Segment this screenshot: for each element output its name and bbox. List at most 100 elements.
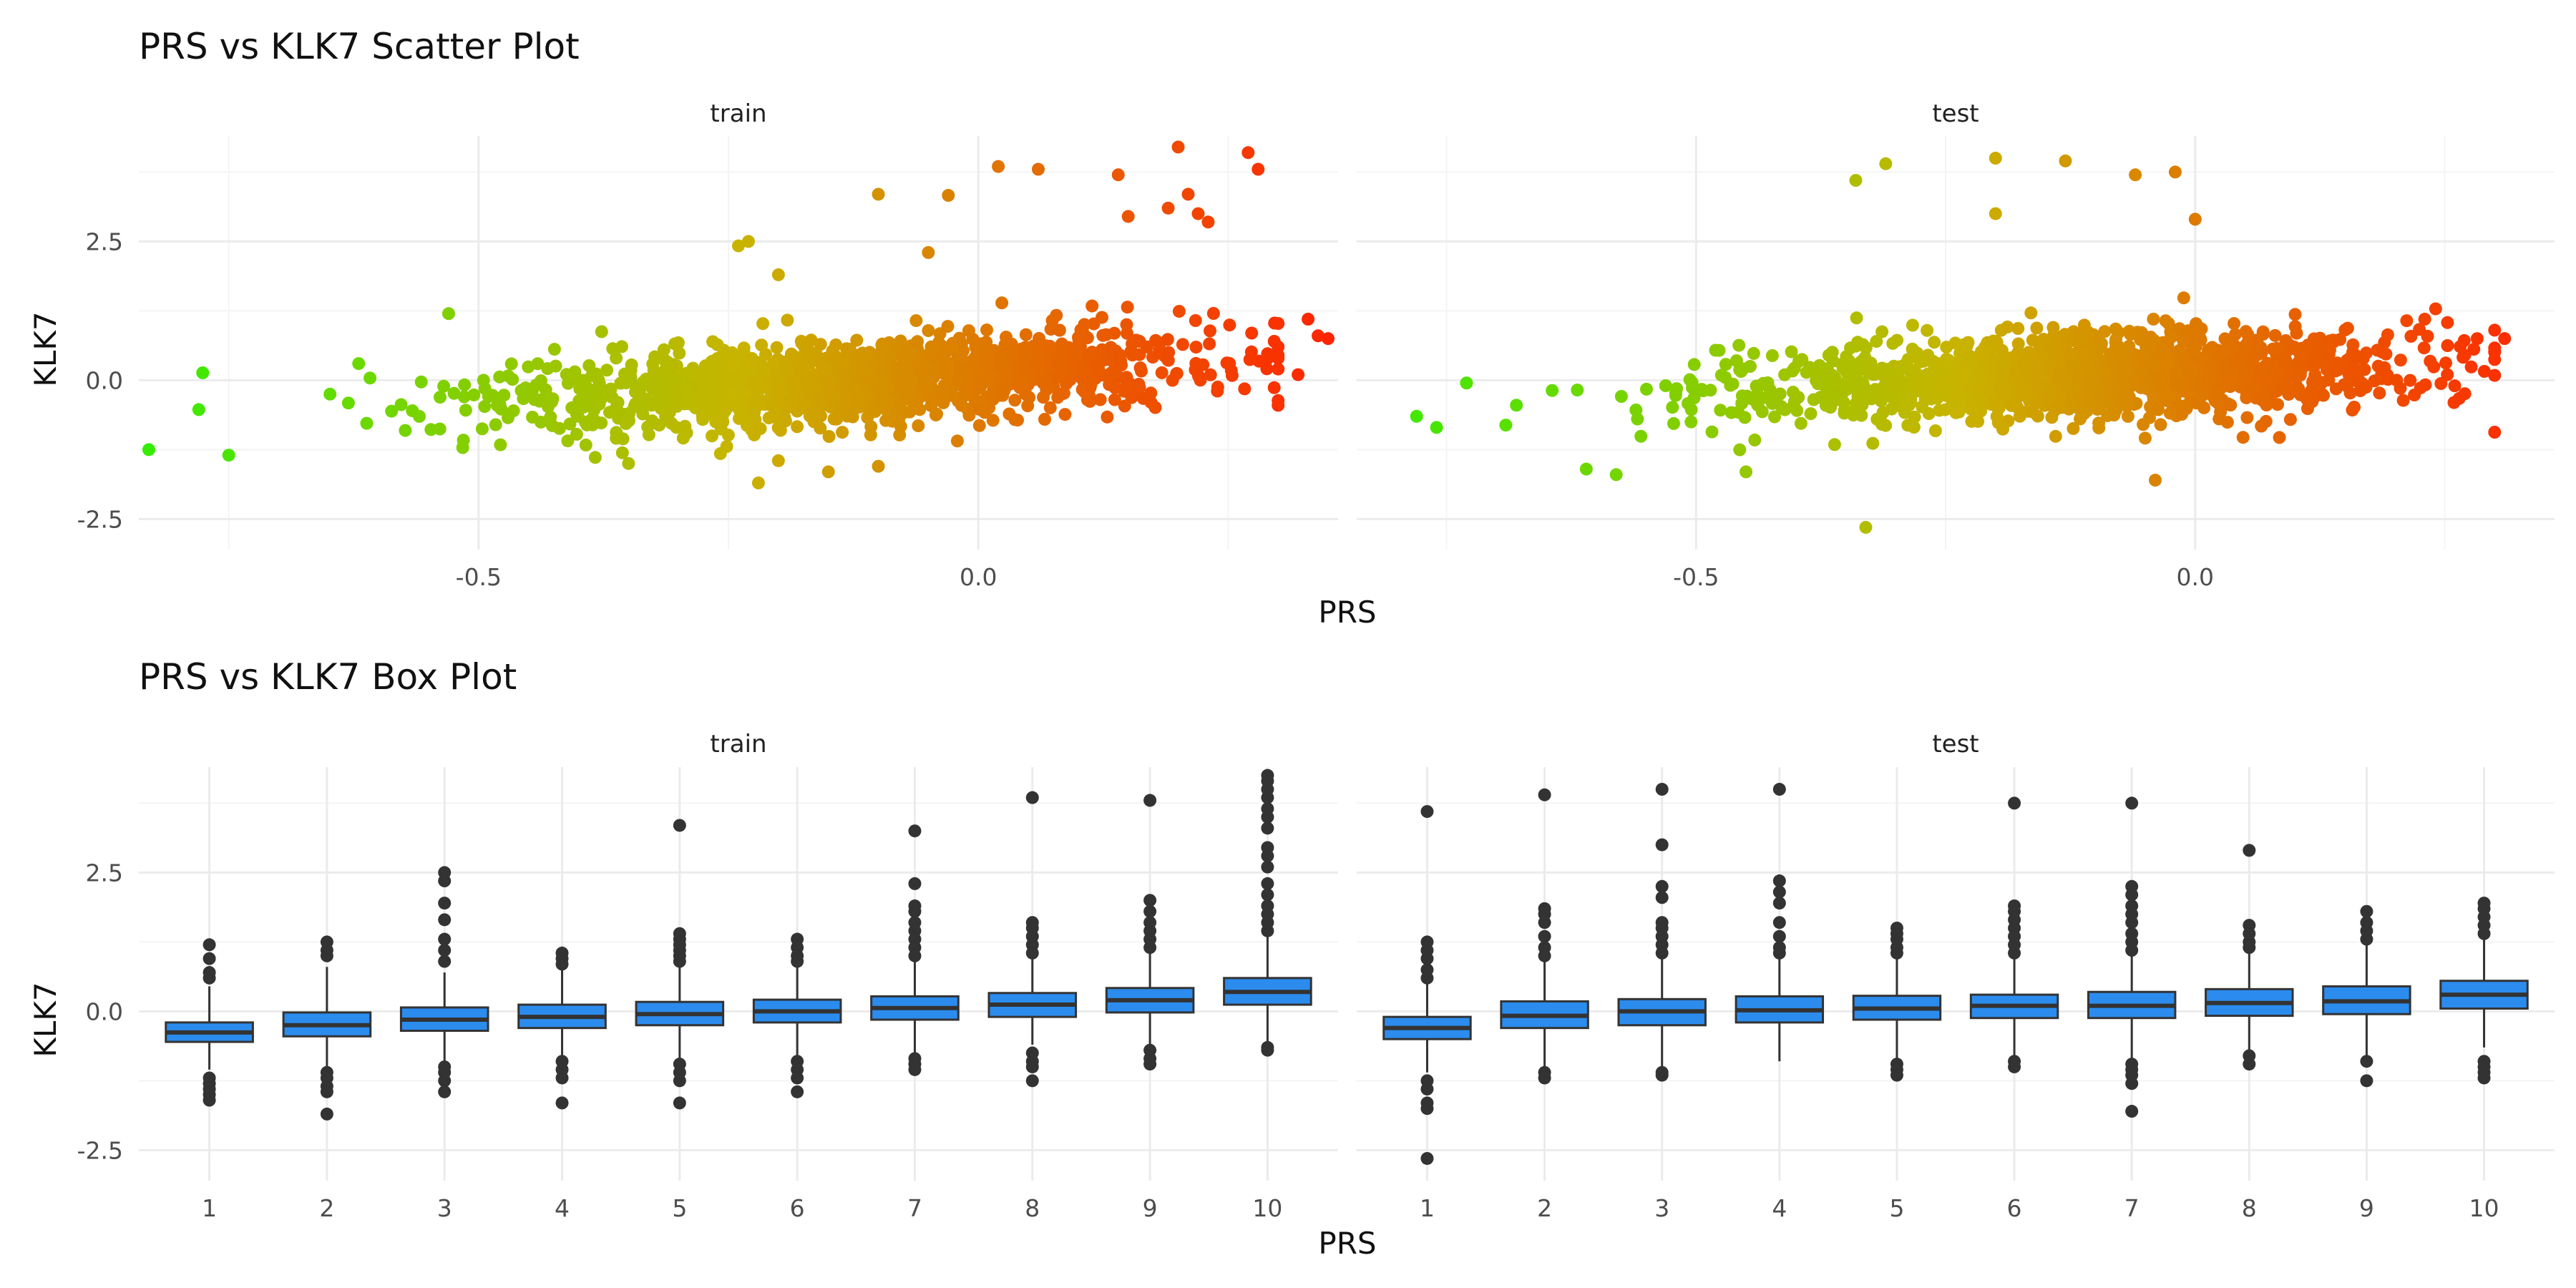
scatter-point bbox=[1272, 317, 1285, 330]
scatter-point bbox=[1074, 359, 1088, 373]
scatter-point bbox=[611, 396, 625, 409]
scatter-point-outlier bbox=[1430, 421, 1443, 434]
scatter-point bbox=[993, 350, 1007, 364]
scatter-point bbox=[2379, 347, 2393, 361]
box-outlier bbox=[438, 955, 452, 968]
x-tick-label: -0.5 bbox=[1673, 563, 1719, 591]
box-y-axis-label: KLK7 bbox=[28, 982, 63, 1057]
scatter-point bbox=[1948, 336, 1962, 350]
scatter-point bbox=[2098, 325, 2112, 338]
scatter-point-outlier bbox=[222, 449, 235, 462]
scatter-point bbox=[784, 347, 798, 361]
scatter-point bbox=[843, 358, 857, 372]
scatter-point bbox=[701, 407, 714, 421]
scatter-point bbox=[1850, 311, 1863, 325]
scatter-point bbox=[2441, 368, 2454, 381]
scatter-point bbox=[192, 403, 205, 416]
box-outlier bbox=[1261, 877, 1274, 890]
box-outlier bbox=[203, 952, 216, 965]
scatter-point bbox=[1971, 385, 1984, 399]
box-outlier bbox=[1655, 916, 1669, 930]
scatter-point-outlier bbox=[732, 239, 745, 253]
scatter-point bbox=[1908, 410, 1921, 424]
scatter-point bbox=[477, 374, 490, 387]
scatter-point bbox=[1687, 358, 1701, 371]
scatter-point bbox=[962, 409, 976, 422]
x-tick-label: 10 bbox=[2469, 1194, 2499, 1222]
scatter-point bbox=[2102, 394, 2116, 408]
scatter-point bbox=[2255, 419, 2268, 433]
scatter-point bbox=[2266, 342, 2280, 356]
scatter-point bbox=[806, 379, 820, 392]
scatter-point bbox=[1684, 403, 1698, 416]
box-outlier bbox=[1420, 935, 1434, 949]
scatter-point bbox=[1081, 374, 1095, 388]
scatter-point bbox=[941, 320, 955, 333]
scatter-point bbox=[522, 360, 535, 374]
box-outlier bbox=[1143, 794, 1157, 807]
scatter-facet-test-label: test bbox=[1932, 99, 1979, 128]
scatter-point bbox=[1818, 379, 1832, 393]
box-outlier bbox=[2008, 899, 2021, 912]
scatter-point bbox=[1099, 328, 1113, 341]
scatter-point bbox=[920, 383, 934, 396]
scatter-point bbox=[911, 335, 924, 348]
scatter-point bbox=[670, 359, 683, 373]
box-outlier bbox=[1420, 1082, 1434, 1096]
scatter-point bbox=[836, 426, 849, 439]
scatter-point bbox=[2441, 339, 2454, 352]
scatter-point bbox=[1736, 362, 1750, 376]
scatter-point bbox=[1866, 436, 1880, 450]
scatter-point bbox=[2119, 379, 2132, 391]
scatter-point bbox=[2114, 347, 2127, 361]
scatter-point bbox=[706, 429, 718, 443]
scatter-point bbox=[1748, 433, 1762, 447]
scatter-point bbox=[1272, 362, 1285, 376]
scatter-point bbox=[2147, 313, 2160, 326]
scatter-point bbox=[2077, 318, 2091, 332]
scatter-point bbox=[1631, 412, 1644, 426]
scatter-point bbox=[579, 438, 592, 452]
x-tick-label: 10 bbox=[1252, 1194, 1282, 1222]
scatter-point bbox=[2153, 348, 2167, 362]
box-outlier bbox=[1261, 860, 1274, 874]
y-tick-label: 2.5 bbox=[86, 859, 123, 887]
scatter-point bbox=[909, 314, 923, 328]
scatter-point bbox=[2194, 333, 2207, 347]
scatter-point bbox=[1916, 400, 1929, 414]
scatter-point bbox=[1056, 387, 1070, 401]
box-outlier bbox=[438, 913, 452, 927]
scatter-point bbox=[846, 410, 859, 424]
scatter-point bbox=[904, 391, 917, 404]
scatter-point bbox=[1053, 340, 1066, 353]
scatter-point bbox=[972, 402, 985, 416]
scatter-point bbox=[669, 386, 682, 399]
x-tick-label: 2 bbox=[1537, 1194, 1552, 1222]
scatter-point-outlier bbox=[2149, 474, 2162, 487]
scatter-point bbox=[1272, 351, 1285, 365]
scatter-point bbox=[560, 368, 573, 381]
scatter-point bbox=[1885, 402, 1898, 416]
x-tick-label: 9 bbox=[1143, 1194, 1158, 1222]
x-tick-label: 6 bbox=[2007, 1194, 2022, 1222]
scatter-point bbox=[770, 341, 784, 354]
scatter-point bbox=[1614, 390, 1628, 403]
box-outlier bbox=[2477, 897, 2491, 910]
scatter-point bbox=[1705, 425, 1719, 439]
scatter-point bbox=[1965, 414, 1979, 428]
scatter-point bbox=[2045, 346, 2059, 360]
scatter-title: PRS vs KLK7 Scatter Plot bbox=[139, 26, 580, 67]
scatter-point bbox=[2290, 326, 2303, 340]
scatter-point bbox=[1238, 382, 1252, 396]
box-outlier bbox=[320, 1107, 333, 1121]
scatter-point bbox=[2211, 386, 2225, 399]
scatter-point bbox=[1055, 369, 1069, 382]
scatter-point bbox=[570, 427, 583, 441]
scatter-point-outlier bbox=[2188, 213, 2202, 226]
scatter-point bbox=[2288, 308, 2302, 321]
scatter-point bbox=[592, 376, 606, 390]
scatter-point bbox=[1093, 393, 1107, 406]
box-outlier bbox=[2360, 904, 2373, 918]
box-outlier bbox=[438, 1074, 452, 1088]
scatter-point bbox=[680, 426, 693, 439]
